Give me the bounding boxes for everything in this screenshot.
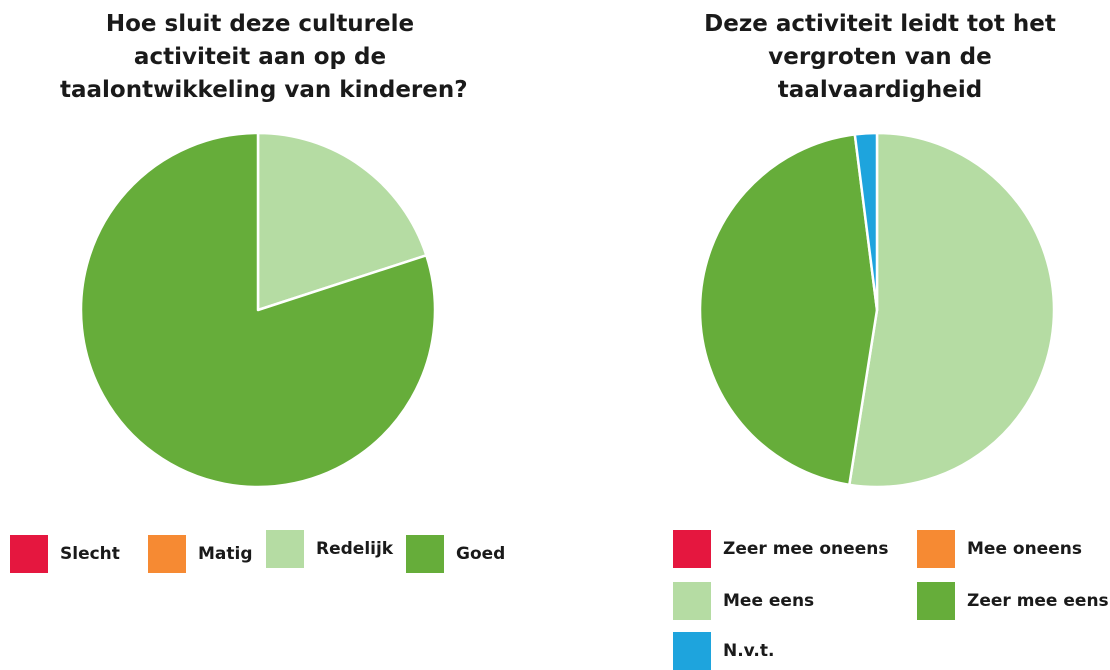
legend-label: Matig xyxy=(198,544,253,564)
legend-swatch xyxy=(148,535,186,573)
legend-swatch xyxy=(917,582,955,620)
legend-label: Zeer mee eens xyxy=(967,591,1109,611)
legend-swatch xyxy=(917,530,955,568)
legend-swatch xyxy=(10,535,48,573)
legend-swatch xyxy=(406,535,444,573)
legend-swatch xyxy=(673,582,711,620)
legend-item-redelijk: Redelijk xyxy=(266,530,393,568)
legend-swatch xyxy=(266,530,304,568)
legend-label: Redelijk xyxy=(316,539,394,559)
legend-label: Slecht xyxy=(60,544,120,564)
chart-1-title-line: taalontwikkeling van kinderen? xyxy=(60,77,468,103)
chart-2-title: Deze activiteit leidt tot het vergroten … xyxy=(680,8,1080,107)
legend-item-matig: Matig xyxy=(148,535,253,573)
legend-swatch xyxy=(673,530,711,568)
legend-label: Mee eens xyxy=(723,591,815,611)
legend-item-nvt: N.v.t. xyxy=(673,632,774,670)
chart-2-title-line: taalvaardigheid xyxy=(777,77,983,103)
legend-item-slecht: Slecht xyxy=(10,535,120,573)
legend-item-zeer-mee-oneens: Zeer mee oneens xyxy=(673,530,888,568)
pie-2-slice-zeer-mee-eens xyxy=(698,133,879,487)
pie-2-slice-n-v-t- xyxy=(853,131,879,312)
chart-1-title: Hoe sluit deze culturele activiteit aan … xyxy=(60,8,468,107)
pie-2-slice-mee-eens xyxy=(848,131,1056,489)
legend-item-zeer-mee-eens: Zeer mee eens xyxy=(917,582,1109,620)
pie-1-slice-redelijk xyxy=(256,131,428,312)
chart-1-title-line: Hoe sluit deze culturele xyxy=(105,11,415,37)
legend-swatch xyxy=(673,632,711,670)
legend-label: Zeer mee oneens xyxy=(723,539,889,559)
chart-1-title-line: activiteit aan op de xyxy=(133,44,387,70)
chart-2-title-line: vergroten van de xyxy=(768,44,992,70)
legend-label: Mee oneens xyxy=(967,539,1082,559)
chart-2-title-line: Deze activiteit leidt tot het xyxy=(704,11,1056,37)
legend-item-mee-oneens: Mee oneens xyxy=(917,530,1082,568)
legend-item-mee-eens: Mee eens xyxy=(673,582,814,620)
pie-1-slice-goed xyxy=(79,131,437,489)
legend-label: Goed xyxy=(456,544,506,564)
legend-item-goed: Goed xyxy=(406,535,505,573)
legend-label: N.v.t. xyxy=(723,641,775,661)
